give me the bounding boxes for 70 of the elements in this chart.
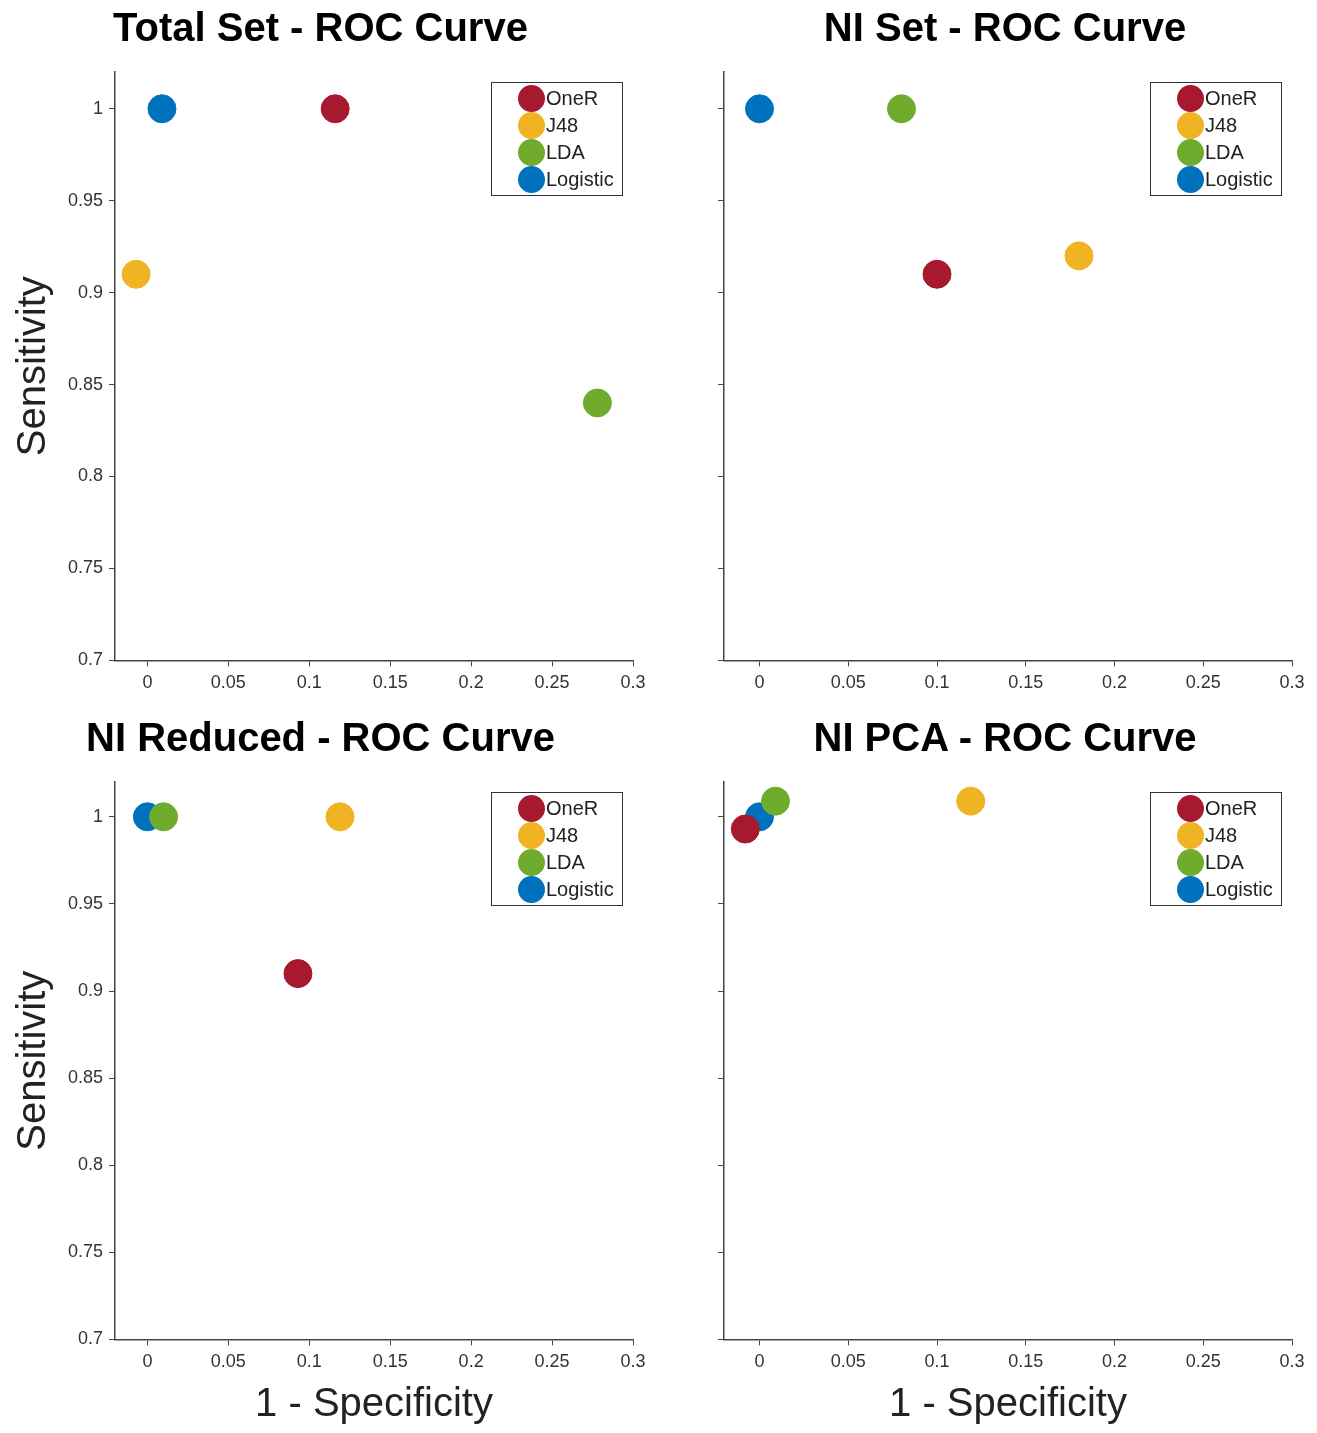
x-tick-label: 0.15: [372, 1351, 408, 1372]
y-tick-label: 0.85: [67, 1067, 104, 1088]
legend-label: LDA: [545, 140, 586, 165]
y-tick-label: 0.7: [78, 649, 104, 670]
y-tick-label: 0.7: [78, 1328, 104, 1349]
legend-label: J48: [545, 113, 580, 138]
x-tick-label: 0.25: [1185, 672, 1221, 693]
x-tick-label: 0.25: [1185, 1351, 1221, 1372]
x-tick-label: 0.1: [296, 672, 322, 693]
x-tick-label: 0.05: [830, 672, 866, 693]
x-tick-label: 0.05: [830, 1351, 866, 1372]
legend-label: LDA: [1204, 140, 1245, 165]
x-tick-label: 0: [142, 1351, 153, 1372]
x-tick-label: 0.15: [372, 672, 408, 693]
chart-title: NI Reduced - ROC Curve: [86, 715, 555, 760]
y-tick-label: 0.9: [78, 979, 104, 1000]
point: [320, 94, 350, 124]
x-tick-label: 0.3: [620, 672, 646, 693]
legend-label: J48: [1204, 113, 1239, 138]
legend-label: OneR: [1204, 86, 1259, 111]
chart-title: NI PCA - ROC Curve: [813, 715, 1197, 760]
legend-label: OneR: [1204, 796, 1259, 821]
x-tick-label: 0.3: [1279, 1351, 1305, 1372]
chart-title: NI Set - ROC Curve: [823, 5, 1187, 50]
y-tick-label: 0.95: [67, 189, 104, 210]
x-tick-label: 0.25: [534, 1351, 570, 1372]
x-axis-title: 1 - Specificity: [889, 1380, 1127, 1425]
y-axis-title: Sensitivity: [9, 970, 54, 1151]
x-tick-label: 0.15: [1008, 1351, 1044, 1372]
x-tick-label: 0: [754, 672, 765, 693]
legend-label: J48: [545, 823, 580, 848]
x-tick-label: 0.3: [1279, 672, 1305, 693]
legend-label: OneR: [545, 796, 600, 821]
y-tick-label: 0.95: [67, 892, 104, 913]
x-tick-label: 0.25: [534, 672, 570, 693]
x-tick-label: 0.2: [458, 1351, 484, 1372]
x-tick-label: 0.1: [924, 672, 950, 693]
x-tick-label: 0: [142, 672, 153, 693]
legend-label: LDA: [545, 850, 586, 875]
point: [147, 94, 177, 124]
point: [121, 259, 151, 289]
legend-label: Logistic: [545, 167, 614, 192]
x-tick-label: 0.15: [1008, 672, 1044, 693]
y-tick-label: 0.85: [67, 373, 104, 394]
x-axis-title: 1 - Specificity: [255, 1380, 493, 1425]
y-tick-label: 0.75: [67, 1241, 104, 1262]
y-axis-title: Sensitivity: [9, 276, 54, 457]
x-tick-label: 0.1: [924, 1351, 950, 1372]
legend-label: Logistic: [1204, 167, 1273, 192]
legend-label: Logistic: [1204, 877, 1273, 902]
x-tick-label: 0.05: [210, 1351, 246, 1372]
x-tick-label: 0: [754, 1351, 765, 1372]
y-tick-label: 0.8: [78, 465, 104, 486]
y-tick-label: 0.75: [67, 557, 104, 578]
chart-title: Total Set - ROC Curve: [113, 5, 528, 50]
x-tick-label: 0.2: [1101, 672, 1128, 693]
legend-label: OneR: [545, 86, 600, 111]
legend-label: LDA: [1204, 850, 1245, 875]
x-tick-label: 0.3: [620, 1351, 646, 1372]
point: [582, 388, 612, 418]
y-tick-label: 0.8: [78, 1154, 104, 1175]
y-tick-label: 0.9: [78, 281, 104, 302]
x-tick-label: 0.2: [458, 672, 484, 693]
legend-label: Logistic: [545, 877, 614, 902]
legend-label: J48: [1204, 823, 1239, 848]
y-tick-label: 1: [93, 805, 104, 826]
y-tick-label: 1: [93, 97, 104, 118]
x-tick-label: 0.2: [1101, 1351, 1128, 1372]
x-tick-label: 0.05: [210, 672, 246, 693]
x-tick-label: 0.1: [296, 1351, 322, 1372]
